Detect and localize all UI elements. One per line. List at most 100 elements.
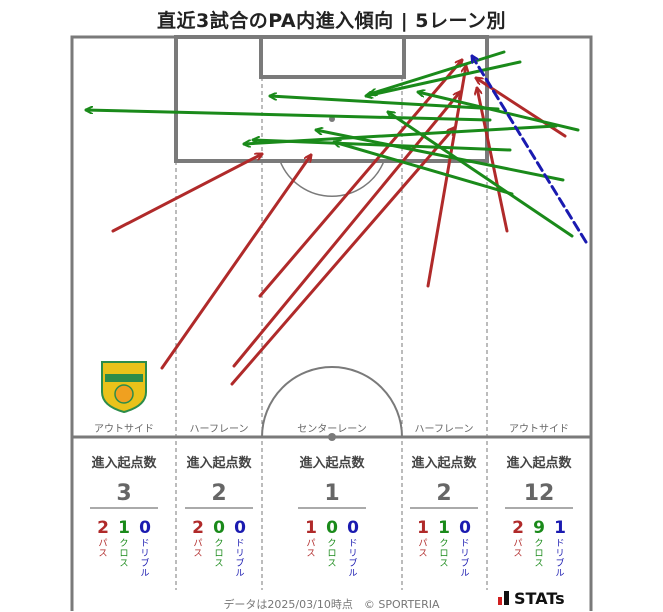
dribble-arrow-18 [472, 56, 588, 244]
stat-dribble-label-char: ル [140, 569, 149, 579]
cross-arrow-11 [268, 96, 500, 111]
stat-pass-count-4: 2 [512, 518, 524, 538]
stat-pass-count-0: 2 [97, 518, 109, 538]
stat-cross-label-char: ス [214, 559, 223, 569]
stat-pass-label-char: パ [193, 538, 202, 549]
stat-cross-label-char: ス [119, 559, 128, 569]
cross-arrow-10 [84, 110, 492, 122]
pass-arrow-0 [111, 152, 262, 233]
stats-logo-icon [498, 590, 510, 605]
stat-dribble-label-char: リ [348, 549, 357, 559]
stat-header-4: 進入起点数 [506, 455, 572, 471]
stat-cross-label-char: ク [439, 538, 448, 549]
pass-arrow-4 [230, 128, 454, 386]
stat-dribble-label-char: ブ [555, 557, 564, 569]
stat-total-4: 12 [524, 481, 555, 506]
stat-dribble-label-char: ル [460, 569, 469, 579]
stat-dribble-count-0: 0 [139, 518, 151, 538]
stat-dribble-count-3: 0 [459, 518, 471, 538]
stat-cross-label-char: ク [534, 538, 543, 549]
stat-pass-count-2: 1 [305, 518, 317, 538]
arrows-layer [84, 50, 588, 386]
stat-pass-label-char: パ [306, 538, 315, 549]
stat-pass-count-1: 2 [192, 518, 204, 538]
stat-dribble-label-char: ブ [235, 557, 244, 569]
stat-dribble-label-char: ド [140, 539, 149, 549]
lane-label-right-half: ハーフレーン [415, 424, 474, 435]
cross-arrow-14 [251, 140, 512, 152]
stat-cross-label-char: ス [534, 559, 543, 569]
stat-cross-count-0: 1 [118, 518, 130, 538]
stat-cross-label-char: ロ [439, 549, 448, 559]
stat-dribble-label-char: ル [555, 569, 564, 579]
pass-arrow-1 [160, 155, 311, 370]
stat-total-3: 2 [436, 481, 451, 506]
stat-cross-label-char: ロ [327, 549, 336, 559]
stat-pass-label-char: ス [193, 549, 202, 559]
lane-label-center: センターレーン [297, 423, 367, 435]
stat-cross-label-char: ロ [214, 549, 223, 559]
cross-arrow-8 [370, 50, 506, 94]
stat-dribble-label-char: ド [348, 539, 357, 549]
stat-cross-count-4: 9 [533, 518, 545, 538]
stat-dribble-count-1: 0 [234, 518, 246, 538]
stat-cross-label-char: ク [327, 538, 336, 549]
cross-arrow-9 [366, 60, 522, 96]
stat-cross-label-char: ク [214, 538, 223, 549]
stat-total-0: 3 [116, 481, 131, 506]
stat-pass-label-char: ス [418, 549, 427, 559]
stat-dribble-count-4: 1 [554, 518, 566, 538]
stat-dribble-label-char: ド [555, 539, 564, 549]
stat-dribble-label-char: ル [235, 569, 244, 579]
stat-header-0: 進入起点数 [91, 455, 157, 471]
pass-arrow-3 [232, 92, 460, 368]
stat-dribble-label-char: リ [555, 549, 564, 559]
stat-dribble-label-char: リ [235, 549, 244, 559]
stat-dribble-label-char: ル [348, 569, 357, 579]
stat-dribble-label-char: リ [140, 549, 149, 559]
pass-arrow-6 [477, 88, 509, 233]
lane-label-right-outside: アウトサイド [509, 423, 569, 435]
stats-panel: 進入起点数32パス1クロス0ドリブル進入起点数22パス0クロス0ドリブル進入起点… [90, 455, 573, 579]
stat-pass-label-char: ス [306, 549, 315, 559]
stat-dribble-label-char: リ [460, 549, 469, 559]
pass-arrow-2 [258, 60, 462, 298]
cross-arrow-16 [334, 142, 514, 196]
stat-pass-label-char: パ [418, 538, 427, 549]
team-badge-icon [101, 361, 147, 414]
stat-cross-label-char: ク [119, 538, 128, 549]
center-spot [328, 433, 336, 441]
footer-credit: データは2025/03/10時点 © SPORTERIA [223, 598, 440, 611]
stat-dribble-label-char: ド [235, 539, 244, 549]
penalty-arc [279, 160, 385, 197]
stat-total-2: 1 [324, 481, 339, 506]
stat-cross-count-2: 0 [326, 518, 338, 538]
stat-pass-label-char: パ [513, 538, 522, 549]
stat-pass-label-char: ス [513, 549, 522, 559]
stat-dribble-count-2: 0 [347, 518, 359, 538]
page-title: 直近3試合のPA内進入傾向 | 5レーン別 [156, 10, 507, 32]
stat-cross-label-char: ロ [534, 549, 543, 559]
goal-area [259, 35, 406, 79]
stat-pass-count-3: 1 [417, 518, 429, 538]
brand-logo: STATs [498, 589, 565, 608]
cross-arrow-15 [316, 130, 565, 182]
stat-dribble-label-char: ブ [348, 557, 357, 569]
center-circle [261, 366, 403, 438]
stat-total-1: 2 [211, 481, 226, 506]
lane-label-left-half: ハーフレーン [190, 424, 249, 435]
cross-arrow-17 [388, 112, 574, 238]
stat-cross-count-1: 0 [213, 518, 225, 538]
stat-cross-label-char: ス [439, 559, 448, 569]
stat-dribble-label-char: ド [460, 539, 469, 549]
stat-cross-label-char: ス [327, 559, 336, 569]
cross-arrow-12 [418, 92, 580, 132]
stat-pass-label-char: パ [98, 538, 107, 549]
brand-name: STATs [514, 589, 565, 608]
lane-label-left-outside: アウトサイド [94, 423, 154, 435]
stat-dribble-label-char: ブ [140, 557, 149, 569]
stat-header-2: 進入起点数 [299, 455, 365, 471]
stat-header-3: 進入起点数 [411, 455, 477, 471]
stat-cross-label-char: ロ [119, 549, 128, 559]
